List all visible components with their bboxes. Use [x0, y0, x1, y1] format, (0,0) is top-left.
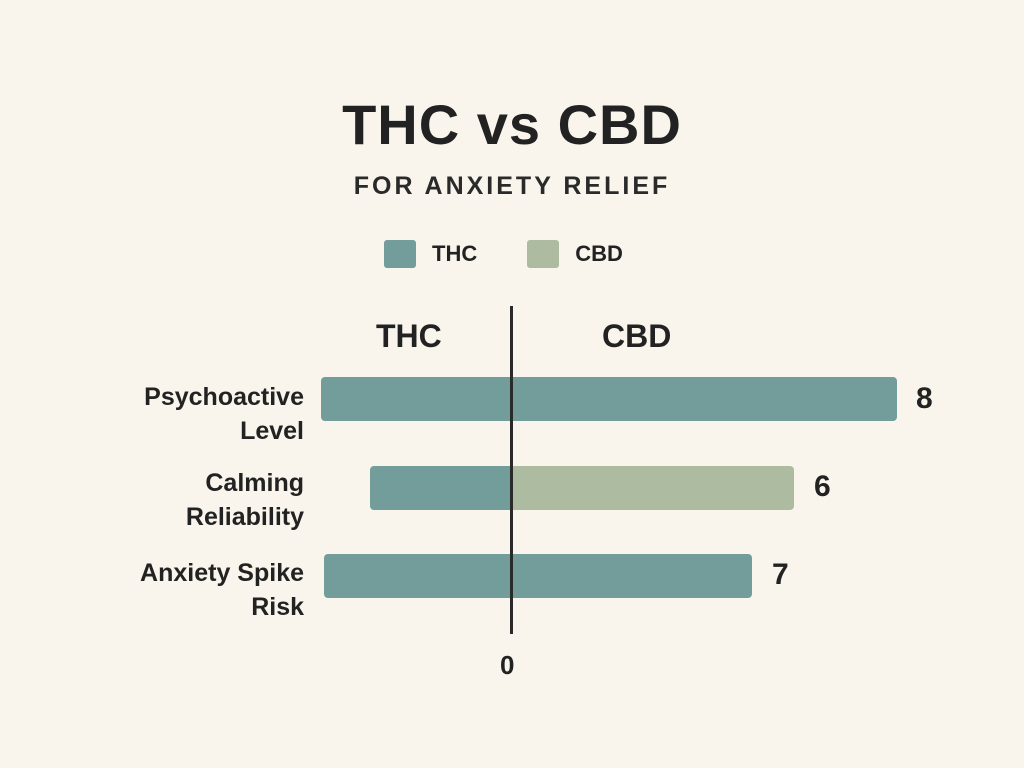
- category-label-line: Calming: [205, 469, 304, 497]
- value-label: 8: [916, 382, 933, 415]
- value-label: 6: [814, 470, 831, 503]
- zero-axis-line: [510, 306, 513, 634]
- chart-title: THC vs CBD: [342, 93, 682, 156]
- legend-item-cbd: CBD: [527, 240, 623, 268]
- value-label: 7: [772, 558, 789, 591]
- category-label-line: Reliability: [185, 503, 304, 531]
- legend-label-thc: THC: [432, 241, 478, 266]
- category-label-line: Risk: [251, 593, 304, 621]
- legend-item-thc: THC: [384, 240, 477, 268]
- bar-psychoactive-level: [321, 377, 897, 421]
- category-label: Psychoactive Level: [104, 380, 304, 448]
- bar-anxiety-spike-risk: [324, 554, 752, 598]
- side-label-cbd: CBD: [602, 318, 672, 354]
- legend-label-cbd: CBD: [575, 241, 623, 266]
- bar-calming-reliability-thc: [370, 466, 512, 510]
- axis-zero-label: 0: [500, 650, 515, 680]
- legend-swatch-cbd: [527, 240, 560, 268]
- legend-swatch-thc: [384, 240, 416, 268]
- category-label: Anxiety Spike Risk: [104, 556, 304, 624]
- legend: THC CBD: [384, 240, 673, 268]
- category-label-line: Level: [240, 417, 304, 445]
- bar-calming-reliability-cbd: [512, 466, 794, 510]
- category-label: Calming Reliability: [104, 466, 304, 534]
- category-label-line: Psychoactive: [144, 383, 304, 411]
- side-label-thc: THC: [376, 318, 442, 354]
- chart-subtitle: FOR ANXIETY RELIEF: [353, 172, 671, 200]
- category-label-line: Anxiety Spike: [140, 559, 304, 587]
